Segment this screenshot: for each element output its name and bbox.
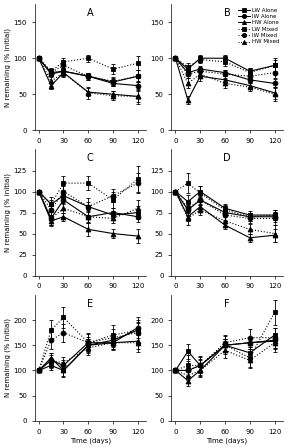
Text: E: E [87, 298, 93, 309]
X-axis label: Time (days): Time (days) [70, 437, 111, 444]
Y-axis label: N remaining (% initial): N remaining (% initial) [4, 28, 11, 107]
Y-axis label: N remaining (% initial): N remaining (% initial) [4, 173, 11, 252]
X-axis label: Time (days): Time (days) [207, 437, 248, 444]
Text: F: F [224, 298, 230, 309]
Text: A: A [87, 8, 94, 18]
Text: B: B [224, 8, 230, 18]
Y-axis label: N remaining (% initial): N remaining (% initial) [4, 319, 11, 397]
Text: C: C [87, 153, 94, 163]
Legend: LW Alone, IW Alone, HW Alone, LW Mixed, IW Mixed, HW Mixed: LW Alone, IW Alone, HW Alone, LW Mixed, … [237, 7, 280, 45]
Text: D: D [223, 153, 231, 163]
